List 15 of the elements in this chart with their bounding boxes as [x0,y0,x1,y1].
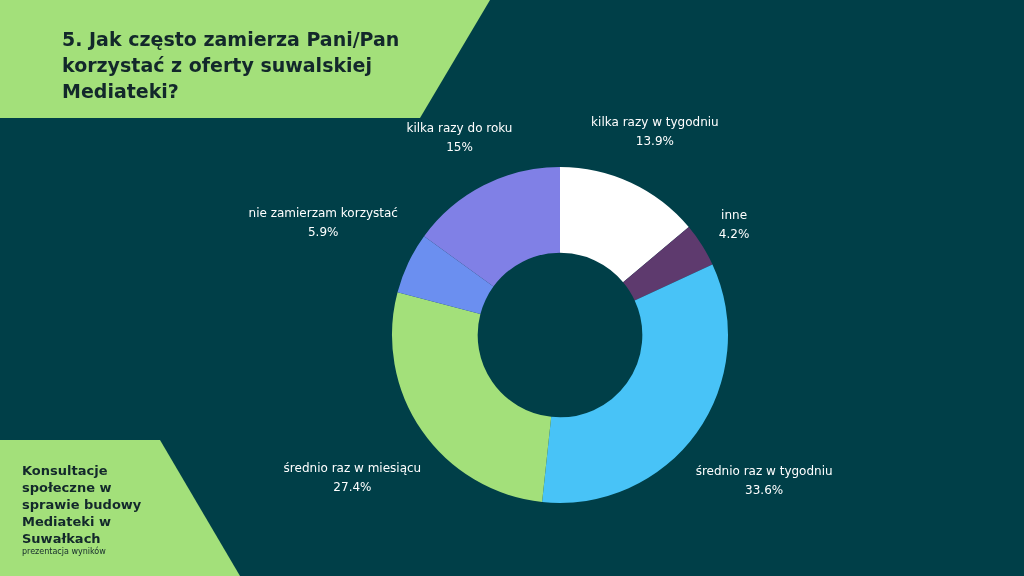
text: Konsultacje społeczne w sprawie budowy Mediateki w Suwałkach [22,462,143,546]
chart-title: 5. Jak często zamierza Pani/Pan korzystać z oferty suwalskiej Mediateki? [62,27,401,104]
slice-label: kilka razy w tygodniu [591,114,719,129]
text: prezentacja wyników [22,547,106,556]
slice-label: średnio raz w miesiącu [283,461,422,476]
data-label: 15% [446,139,473,154]
slice-label: kilka razy do roku [406,120,513,135]
slice-label: nie zamierzam korzystać [248,205,398,220]
slice-label: inne [721,207,748,222]
data-label: 4.2% [718,226,750,241]
data-label: 5.9% [307,224,339,239]
data-label: 13.9% [635,133,674,148]
slice-label: średnio raz w tygodniu [695,464,833,479]
data-label: 33.6% [745,483,784,498]
data-label: 27.4% [333,480,372,495]
